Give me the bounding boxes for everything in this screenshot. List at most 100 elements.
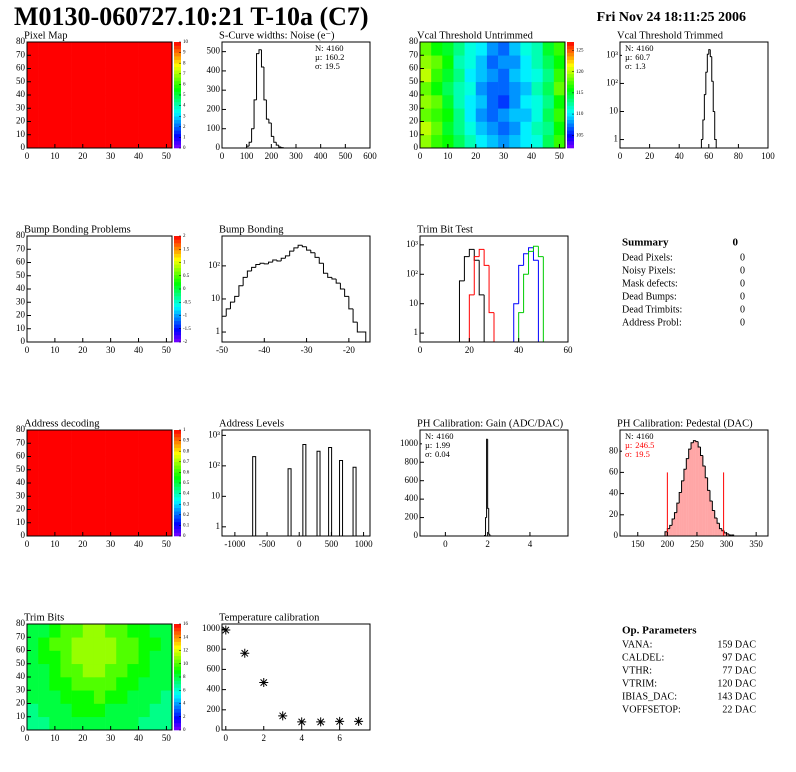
y-tick-label: 400 — [207, 684, 221, 694]
heat-cell — [420, 134, 432, 149]
heat-cell — [464, 81, 477, 96]
heat-cell — [464, 134, 477, 149]
heat-cell — [93, 690, 106, 704]
heat-cell — [442, 55, 454, 69]
color-scale-band — [174, 483, 181, 487]
color-scale-band — [174, 507, 181, 512]
heat-cell — [38, 703, 50, 718]
color-scale-band — [174, 66, 181, 71]
heat-cell — [127, 677, 139, 691]
y-tick-label: 60 — [409, 63, 419, 73]
stats-entry: µ: 246.5 — [625, 440, 654, 450]
y-tick-label: 600 — [405, 475, 419, 485]
heat-cell — [475, 42, 488, 56]
heat-cell — [27, 469, 39, 484]
summary-title: Summary — [622, 237, 669, 249]
color-scale-band — [174, 271, 181, 276]
color-scale-band — [174, 511, 181, 516]
heat-cell — [520, 68, 532, 83]
color-scale-band — [174, 447, 181, 452]
color-scale-band — [174, 472, 181, 477]
heat-cell — [116, 663, 128, 678]
stats-label: µ: — [625, 440, 632, 450]
color-scale-band — [174, 638, 181, 642]
heat-cell — [138, 456, 150, 471]
color-scale-band — [174, 479, 181, 484]
x-tick-label: 50 — [162, 345, 172, 355]
heat-cell — [38, 496, 50, 510]
y-tick-label: 70 — [16, 631, 26, 641]
heat-cell — [127, 637, 139, 651]
heat-cell — [553, 134, 566, 149]
color-scale-label: 0 — [183, 287, 186, 292]
histogram-fill — [712, 510, 715, 536]
histogram-bin — [256, 53, 259, 100]
y-tick-label: 80 — [16, 36, 26, 46]
histogram-bin — [681, 480, 684, 493]
y-tick-label: 0 — [414, 142, 419, 152]
plot-frame — [419, 429, 569, 537]
heat-cell — [116, 95, 128, 109]
y-tick-label: 10 — [211, 293, 221, 303]
heat-cell — [116, 121, 128, 136]
heat-cell — [498, 68, 510, 83]
heat-cell — [498, 42, 510, 56]
heat-cell — [82, 121, 95, 136]
heat-cell — [509, 81, 521, 96]
histogram-bin — [255, 264, 261, 268]
color-scale-band — [174, 42, 181, 46]
heat-cell — [160, 624, 173, 638]
heat-cell — [138, 95, 150, 109]
x-tick-label: 400 — [314, 151, 328, 161]
color-scale-label: 0.5 — [183, 481, 190, 486]
color-scale-label: 125 — [576, 49, 584, 54]
histogram-bin — [671, 518, 675, 526]
color-scale-label: -2 — [183, 340, 188, 345]
histogram-bin — [356, 322, 362, 333]
heat-cell — [431, 95, 443, 109]
heat-cell — [160, 443, 173, 457]
summary-value: 0 — [740, 278, 745, 289]
histogram-bin — [707, 477, 710, 491]
color-scale-label: -1 — [183, 314, 188, 319]
heat-cell — [127, 690, 139, 704]
heat-cell — [105, 55, 117, 69]
heat-cell — [60, 68, 72, 83]
heat-cell — [105, 134, 117, 149]
scatter-point — [316, 717, 326, 727]
y-tick-label: 30 — [16, 296, 26, 306]
heat-cell — [453, 95, 465, 109]
heat-cell — [105, 496, 117, 510]
heat-cell — [105, 81, 117, 96]
color-scale-band — [174, 662, 181, 667]
x-tick-label: 1000 — [355, 539, 374, 549]
histogram-bin — [273, 136, 277, 143]
panel-title: PH Calibration: Pedestal (DAC) — [617, 418, 753, 429]
color-scale-band — [174, 299, 181, 304]
color-scale-label: 3 — [183, 114, 186, 119]
heat-cell — [127, 469, 139, 484]
histogram-bin — [523, 273, 529, 313]
histogram-fill — [676, 503, 680, 536]
y-tick-label: 1 — [216, 521, 221, 531]
color-scale-label: 10 — [183, 40, 189, 45]
spike — [339, 459, 344, 536]
stats-value: 19.5 — [325, 61, 340, 71]
x-tick-label: 30 — [106, 151, 116, 161]
histogram-bin — [229, 301, 235, 309]
heat-cell — [127, 55, 139, 69]
histogram-bin — [688, 448, 692, 459]
color-scale-band — [174, 719, 181, 724]
x-tick-label: 0 — [418, 151, 423, 161]
color-scale-band — [174, 514, 181, 519]
heat-cell — [138, 522, 150, 537]
color-scale-label: 0.9 — [183, 439, 190, 444]
histogram-bin — [702, 455, 706, 467]
summary-value: 0 — [740, 304, 745, 315]
heat-cell — [531, 68, 543, 83]
heat-cell — [105, 68, 117, 83]
color-scale-band — [174, 95, 181, 99]
heat-cell — [127, 108, 139, 122]
heat-cell — [531, 81, 543, 96]
param-value: 143 DAC — [717, 691, 756, 702]
